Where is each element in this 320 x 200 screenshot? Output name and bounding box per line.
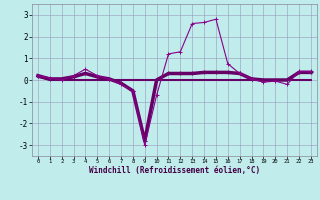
X-axis label: Windchill (Refroidissement éolien,°C): Windchill (Refroidissement éolien,°C) bbox=[89, 166, 260, 175]
